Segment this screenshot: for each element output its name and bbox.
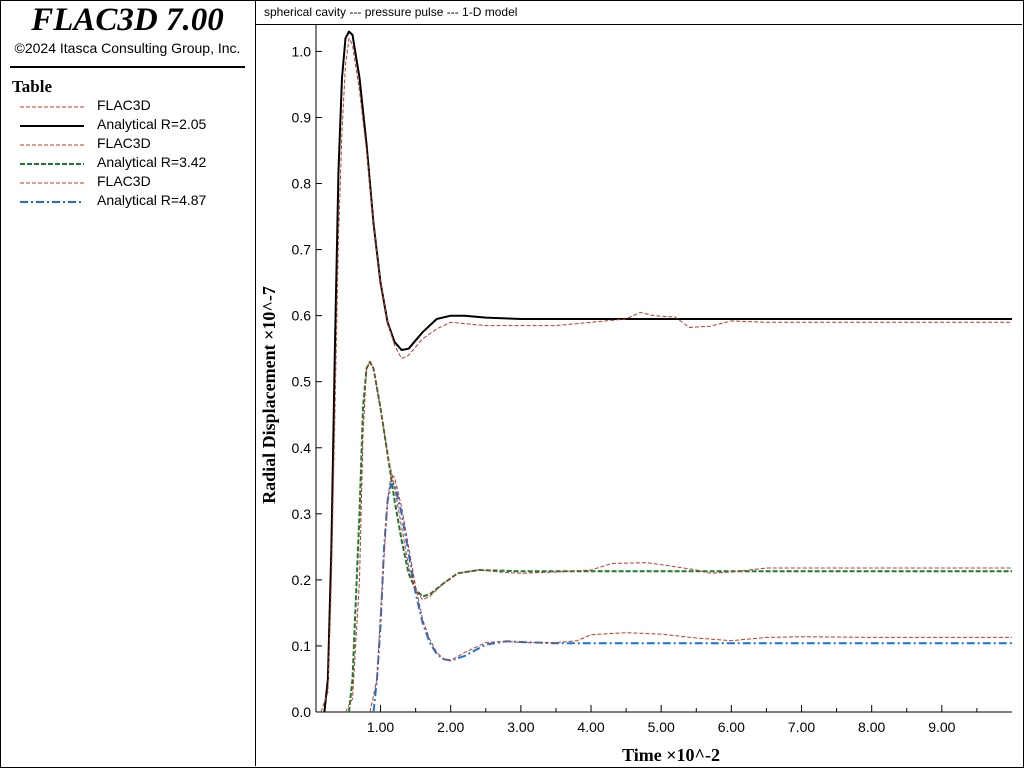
y-tick-label: 0.3: [292, 506, 312, 522]
legend-label: Analytical R=2.05: [97, 116, 207, 132]
sidebar: FLAC3D 7.00 ©2024 Itasca Consulting Grou…: [0, 0, 256, 766]
copyright-notice: ©2024 Itasca Consulting Group, Inc.: [14, 40, 241, 56]
legend-item: Analytical R=2.05: [20, 116, 250, 135]
y-tick-label: 1.0: [292, 43, 312, 59]
x-axis-label: Time ×10^-2: [622, 745, 720, 765]
legend-swatch: [20, 201, 84, 203]
x-tick-label: 4.00: [577, 719, 604, 735]
y-tick-label: 0.1: [292, 638, 312, 654]
legend-item: Analytical R=4.87: [20, 192, 250, 211]
x-tick-label: 7.00: [788, 719, 815, 735]
x-tick-label: 1.00: [367, 719, 394, 735]
x-tick-label: 5.00: [648, 719, 675, 735]
legend-item: FLAC3D: [20, 135, 250, 154]
sidebar-divider: [10, 66, 245, 68]
legend-label: FLAC3D: [97, 97, 151, 113]
legend-title: Table: [12, 77, 53, 96]
y-tick-label: 0.4: [292, 440, 312, 456]
x-tick-label: 8.00: [858, 719, 885, 735]
legend-swatch: [20, 163, 84, 165]
legend-label: FLAC3D: [97, 135, 151, 151]
y-tick-label: 0.5: [292, 374, 312, 390]
x-tick-label: 6.00: [718, 719, 745, 735]
y-tick-label: 0.2: [292, 572, 312, 588]
chart: 0.0 0.1 0.2 0.3 0.4 0.5 0.6 0.7 0.8 0.9 1.0 1.00 2.0…: [259, 25, 1012, 765]
x-tick-label: 9.00: [928, 719, 955, 735]
series-line: [320, 37, 1012, 713]
series-line: [372, 483, 1012, 713]
series-line: [345, 361, 1012, 713]
legend-swatch: [20, 125, 84, 127]
legend-item: Analytical R=3.42: [20, 154, 250, 173]
y-axis-label: Radial Displacement ×10^-7: [259, 286, 279, 504]
plot-title: spherical cavity --- pressure pulse --- …: [264, 5, 518, 19]
legend-label: Analytical R=3.42: [97, 154, 207, 170]
y-tick-label: 0.8: [292, 176, 312, 192]
series-line: [369, 473, 1012, 713]
legend-label: FLAC3D: [97, 173, 151, 189]
legend-item: FLAC3D: [20, 173, 250, 192]
legend-swatch: [20, 106, 84, 108]
app-title: FLAC3D 7.00: [31, 2, 224, 38]
series-line: [348, 360, 1012, 713]
x-tick-label: 2.00: [437, 719, 464, 735]
y-tick-label: 0.6: [292, 308, 312, 324]
legend-swatch: [20, 182, 84, 184]
legend-item: FLAC3D: [20, 97, 250, 116]
series-line: [323, 30, 1012, 713]
y-tick-label: 0.7: [292, 242, 312, 258]
y-tick-label: 0.9: [292, 109, 312, 125]
legend-label: Analytical R=4.87: [97, 192, 207, 208]
y-tick-label: 0.0: [292, 704, 312, 720]
legend-swatch: [20, 144, 84, 146]
x-tick-label: 3.00: [507, 719, 534, 735]
title-divider: [256, 24, 1022, 25]
